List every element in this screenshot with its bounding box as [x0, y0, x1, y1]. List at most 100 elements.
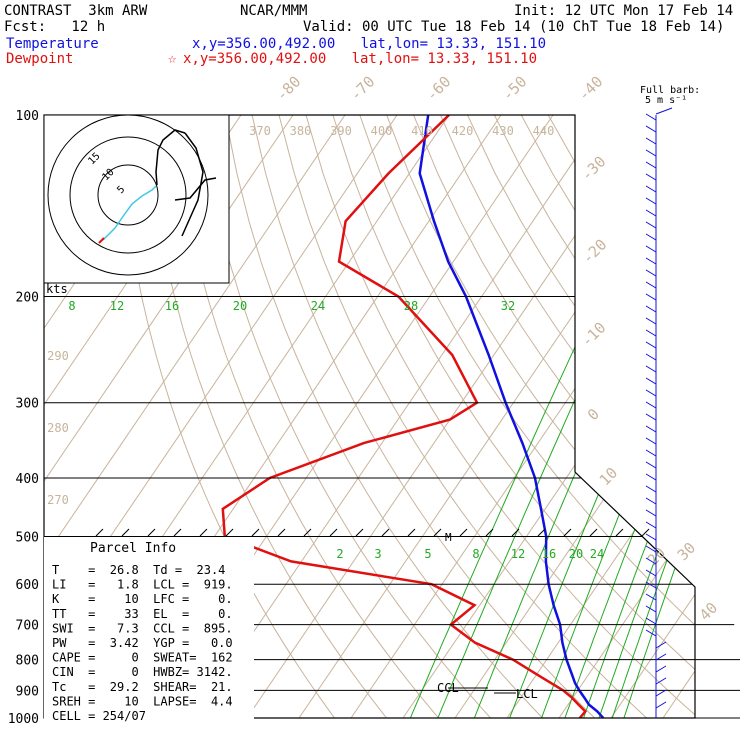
wind-barb: [645, 281, 657, 289]
hatch-mark: [485, 528, 494, 537]
wind-barb: [645, 293, 657, 301]
isotherm-label: -40: [575, 73, 607, 105]
hodograph-trace: [102, 185, 157, 241]
dry-adiabat-line: [144, 115, 387, 718]
dry-adiabat-line: [628, 115, 695, 718]
dry-adiabat-line: [170, 115, 439, 718]
theta-label-left: 270: [47, 493, 69, 507]
parcel-info-row: Tc = 29.2 SHEAR= 21.: [52, 680, 233, 694]
wind-barb: [655, 641, 667, 649]
parcel-info-row: SWI = 7.3 CCL = 895.: [52, 621, 233, 635]
isotherm-line: [44, 115, 346, 718]
isotherm-label: -70: [347, 73, 379, 105]
isotherm-label: -60: [423, 73, 455, 105]
parcel-info-box: [44, 537, 254, 720]
hatch-mark: [199, 528, 208, 537]
wind-barb: [645, 545, 657, 553]
theta-label-left: 290: [47, 349, 69, 363]
pressure-tick-label: 1000: [8, 712, 39, 727]
isotherm-label: -50: [499, 73, 531, 105]
wind-barb: [645, 317, 657, 325]
hatch-mark: [277, 528, 286, 537]
pressure-tick-label: 500: [16, 530, 39, 545]
wind-barb: [645, 581, 657, 589]
wind-barb: [645, 377, 657, 385]
barb-legend-value: 5 m s⁻¹: [645, 95, 688, 106]
dry-adiabat-line: [224, 115, 543, 718]
isotherm-label: 40: [696, 599, 722, 625]
barb-legend-title: Full barb:: [640, 85, 701, 96]
hatch-mark: [173, 528, 182, 537]
pressure-tick-label: 200: [16, 291, 39, 306]
theta-label-top: 420: [452, 124, 474, 138]
hodograph-frame: [43, 114, 230, 284]
m-label: M: [445, 531, 452, 544]
wind-barb: [645, 629, 657, 637]
dry-adiabat-line: [197, 115, 491, 718]
theta-label-top: 390: [330, 124, 352, 138]
wind-barb: [645, 569, 657, 577]
wind-barb: [645, 233, 657, 241]
ccl-label: CCL: [437, 681, 459, 695]
hatch-mark: [589, 528, 598, 537]
wind-barb: [645, 485, 657, 493]
hodograph-ring: [47, 114, 209, 276]
isotherm-line: [662, 115, 695, 718]
wind-barb: [645, 497, 657, 505]
wind-barb: [645, 353, 657, 361]
isotherm-line: [194, 115, 606, 718]
hatch-mark: [615, 528, 624, 537]
dewpoint-marker-icon: ☆: [168, 51, 177, 67]
title-left: CONTRAST 3km ARW: [4, 3, 148, 19]
isotherm-label: 0: [584, 405, 603, 424]
init-time: Init: 12 UTC Mon 17 Feb 14: [514, 3, 734, 19]
parcel-info-row: CAPE = 0 SWEAT= 162: [52, 651, 233, 665]
wind-barb: [655, 653, 667, 661]
wind-barb: [645, 617, 657, 625]
wind-barb: [645, 509, 657, 517]
mixing-ratio-label-lower: 20: [569, 547, 583, 561]
wind-barb: [655, 701, 667, 709]
hatch-mark: [225, 528, 234, 537]
parcel-info-row: K = 10 LFC = 0.: [52, 592, 233, 606]
isotherm-label: -80: [273, 73, 305, 105]
theta-label-left: 280: [47, 421, 69, 435]
wind-barb: [645, 173, 657, 181]
pressure-tick-label: 600: [16, 578, 39, 593]
wind-barb: [645, 437, 657, 445]
mixing-ratio-line: [611, 296, 695, 718]
wind-barb: [645, 221, 657, 229]
theta-label-top: 400: [371, 124, 393, 138]
wind-barb: [645, 269, 657, 277]
hodograph-upper-trace-3: [174, 177, 217, 201]
wind-barb: [645, 473, 657, 481]
hatch-mark: [355, 528, 364, 537]
temperature-location: x,y=356.00,492.00 lat,lon= 13.33, 151.10: [192, 36, 547, 52]
theta-label-top: 370: [249, 124, 271, 138]
wind-barb: [645, 113, 657, 121]
hatch-mark: [329, 528, 338, 537]
title-center: NCAR/MMM: [240, 3, 308, 19]
hatch-mark: [641, 528, 650, 537]
wind-barb: [645, 557, 657, 565]
isotherm-line: [350, 115, 695, 718]
dry-adiabat-line: [655, 115, 695, 718]
mixing-ratio-label-upper: 8: [68, 299, 75, 313]
forecast-hour: Fcst: 12 h: [4, 19, 106, 35]
wind-barb: [645, 209, 657, 217]
mixing-ratio-line: [583, 296, 695, 718]
hatch-mark: [303, 528, 312, 537]
wind-barb: [645, 401, 657, 409]
hatch-mark: [121, 528, 130, 537]
mixing-ratio-label-lower: 16: [542, 547, 556, 561]
dry-adiabat-line: [601, 115, 695, 718]
isotherm-label: 30: [674, 539, 700, 565]
wind-barb: [645, 593, 657, 601]
hatch-mark: [459, 528, 468, 537]
mixing-ratio-line: [437, 296, 622, 718]
dewpoint-legend: Dewpoint: [6, 51, 74, 67]
pressure-tick-label: 900: [16, 684, 39, 699]
dry-adiabat-line: [359, 115, 695, 718]
